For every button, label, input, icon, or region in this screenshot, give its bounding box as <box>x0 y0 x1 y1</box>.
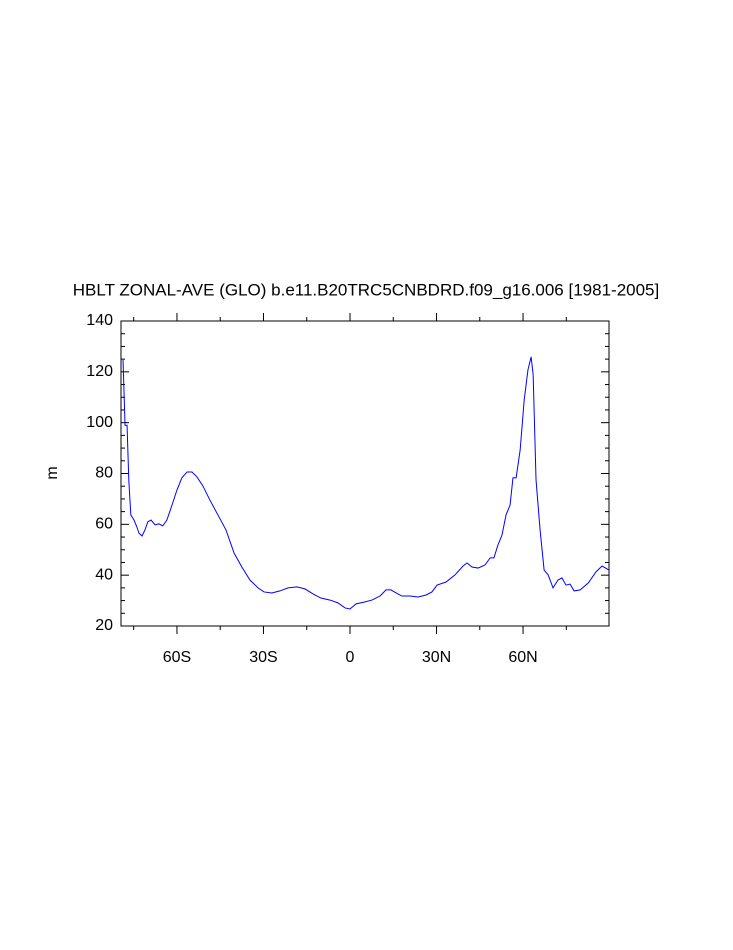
y-axis-label: m <box>44 466 61 479</box>
x-tick-label: 30S <box>249 649 277 666</box>
x-tick-label: 30N <box>422 649 451 666</box>
chart-title: HBLT ZONAL-AVE (GLO) b.e11.B20TRC5CNBDRD… <box>73 280 659 299</box>
x-tick-label: 0 <box>346 649 355 666</box>
x-tick-label: 60N <box>508 649 537 666</box>
x-tick-label: 60S <box>163 649 191 666</box>
data-line <box>122 356 610 610</box>
y-tick-label: 60 <box>95 516 113 533</box>
y-tick-label: 40 <box>95 566 113 583</box>
y-tick-label: 100 <box>86 414 113 431</box>
y-tick-label: 20 <box>95 617 113 634</box>
y-tick-label: 140 <box>86 312 113 329</box>
y-tick-label: 120 <box>86 363 113 380</box>
y-tick-label: 80 <box>95 465 113 482</box>
